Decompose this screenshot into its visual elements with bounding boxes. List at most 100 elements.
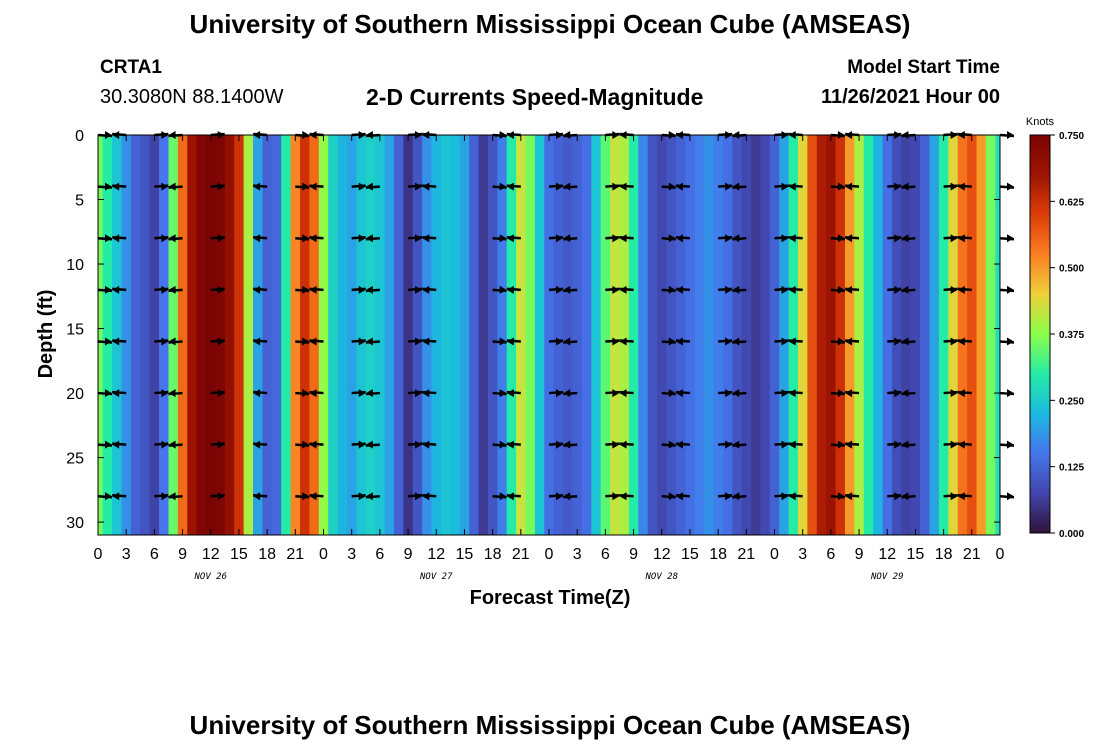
current-vector [422, 285, 437, 294]
speed-cell [797, 135, 808, 535]
vector-head [619, 440, 627, 449]
vector-head [365, 389, 373, 398]
current-vector [774, 389, 789, 398]
current-vector [97, 337, 113, 346]
current-vector [563, 234, 578, 243]
vector-head [415, 337, 423, 346]
vector-head [725, 389, 733, 398]
speed-cell [206, 135, 216, 535]
vector-head [901, 337, 909, 346]
current-vector [351, 337, 366, 346]
current-vector [605, 182, 620, 191]
current-vector [112, 234, 127, 243]
chart-subtitle: 2-D Currents Speed-Magnitude [366, 84, 704, 110]
speed-cell [450, 135, 461, 535]
vector-head [788, 492, 796, 501]
vector-head [168, 285, 176, 294]
speed-cell [525, 135, 536, 535]
current-vector [605, 492, 620, 501]
vector-head [253, 492, 261, 501]
current-vector [619, 440, 634, 449]
current-vector [365, 234, 380, 243]
speed-cell [854, 135, 865, 535]
vector-head [901, 389, 909, 398]
speed-cell [581, 135, 592, 535]
current-vector [957, 389, 972, 398]
current-vector [168, 182, 183, 191]
vector-head [365, 182, 373, 191]
current-vector [605, 389, 620, 398]
y-axis: 0 5 10 15 20 25 30 [66, 128, 1000, 532]
speed-cell [600, 135, 611, 535]
speed-cell [788, 135, 799, 535]
current-vector [830, 234, 845, 243]
speed-cell [403, 135, 414, 535]
vector-head [302, 389, 310, 398]
vector-head [168, 337, 176, 346]
current-vector [788, 440, 803, 449]
current-vector [675, 389, 691, 398]
speed-cell [920, 135, 930, 535]
current-vector [774, 440, 789, 449]
current-vector [309, 337, 324, 346]
vector-head [105, 440, 112, 449]
current-vector [295, 234, 310, 243]
x-tick-label: 21 [286, 546, 304, 563]
vector-head [612, 492, 620, 501]
vector-head [950, 492, 958, 501]
vector-head [499, 389, 507, 398]
speed-cell [722, 135, 733, 535]
current-vector [422, 182, 437, 191]
current-vector [548, 440, 564, 449]
speed-cell [628, 135, 639, 535]
current-vector [168, 285, 183, 294]
vector-head [668, 234, 676, 243]
speed-cell [187, 135, 198, 535]
speed-cell [300, 135, 310, 535]
speed-cell [816, 135, 827, 535]
speed-cell [873, 135, 883, 535]
current-vector [210, 440, 225, 449]
vector-head [302, 182, 310, 191]
speed-cell [675, 135, 686, 535]
vector-head [556, 234, 563, 243]
current-vector [112, 492, 127, 501]
current-vector [957, 234, 972, 243]
colorbar-tick-label: 0.000 [1059, 529, 1084, 540]
current-vector [563, 440, 578, 449]
current-vector [351, 285, 366, 294]
vector-head [788, 182, 796, 191]
x-tick-label: 6 [826, 546, 835, 563]
x-tick-label: 9 [404, 546, 413, 563]
vector-head [563, 440, 571, 449]
vector-head [506, 440, 514, 449]
speed-cell [553, 135, 564, 535]
day-label: NOV 28 [644, 572, 678, 582]
x-tick-label: 15 [681, 546, 699, 563]
current-vector [830, 337, 845, 346]
vector-head [422, 492, 430, 501]
speed-cell [375, 135, 385, 535]
vector-head [309, 440, 317, 449]
current-vector [999, 131, 1015, 139]
current-vector [548, 182, 564, 191]
x-tick-label: 18 [709, 546, 727, 563]
current-vector [407, 337, 423, 346]
vector-head [837, 389, 845, 398]
vector-head [563, 337, 571, 346]
x-axis-label: Forecast Time(Z) [470, 587, 631, 609]
vector-head [675, 285, 683, 294]
vector-head [950, 182, 958, 191]
heatmap-layer [98, 135, 1001, 535]
current-vector [619, 389, 634, 398]
vector-head [105, 389, 112, 398]
vector-head [957, 285, 965, 294]
vector-head [619, 389, 627, 398]
vector-head [253, 182, 261, 191]
vector-head [168, 234, 176, 243]
speed-cell [929, 135, 940, 535]
current-vector [774, 182, 789, 191]
vector-head [957, 389, 965, 398]
current-vector [999, 337, 1015, 346]
speed-cell [995, 135, 1001, 535]
